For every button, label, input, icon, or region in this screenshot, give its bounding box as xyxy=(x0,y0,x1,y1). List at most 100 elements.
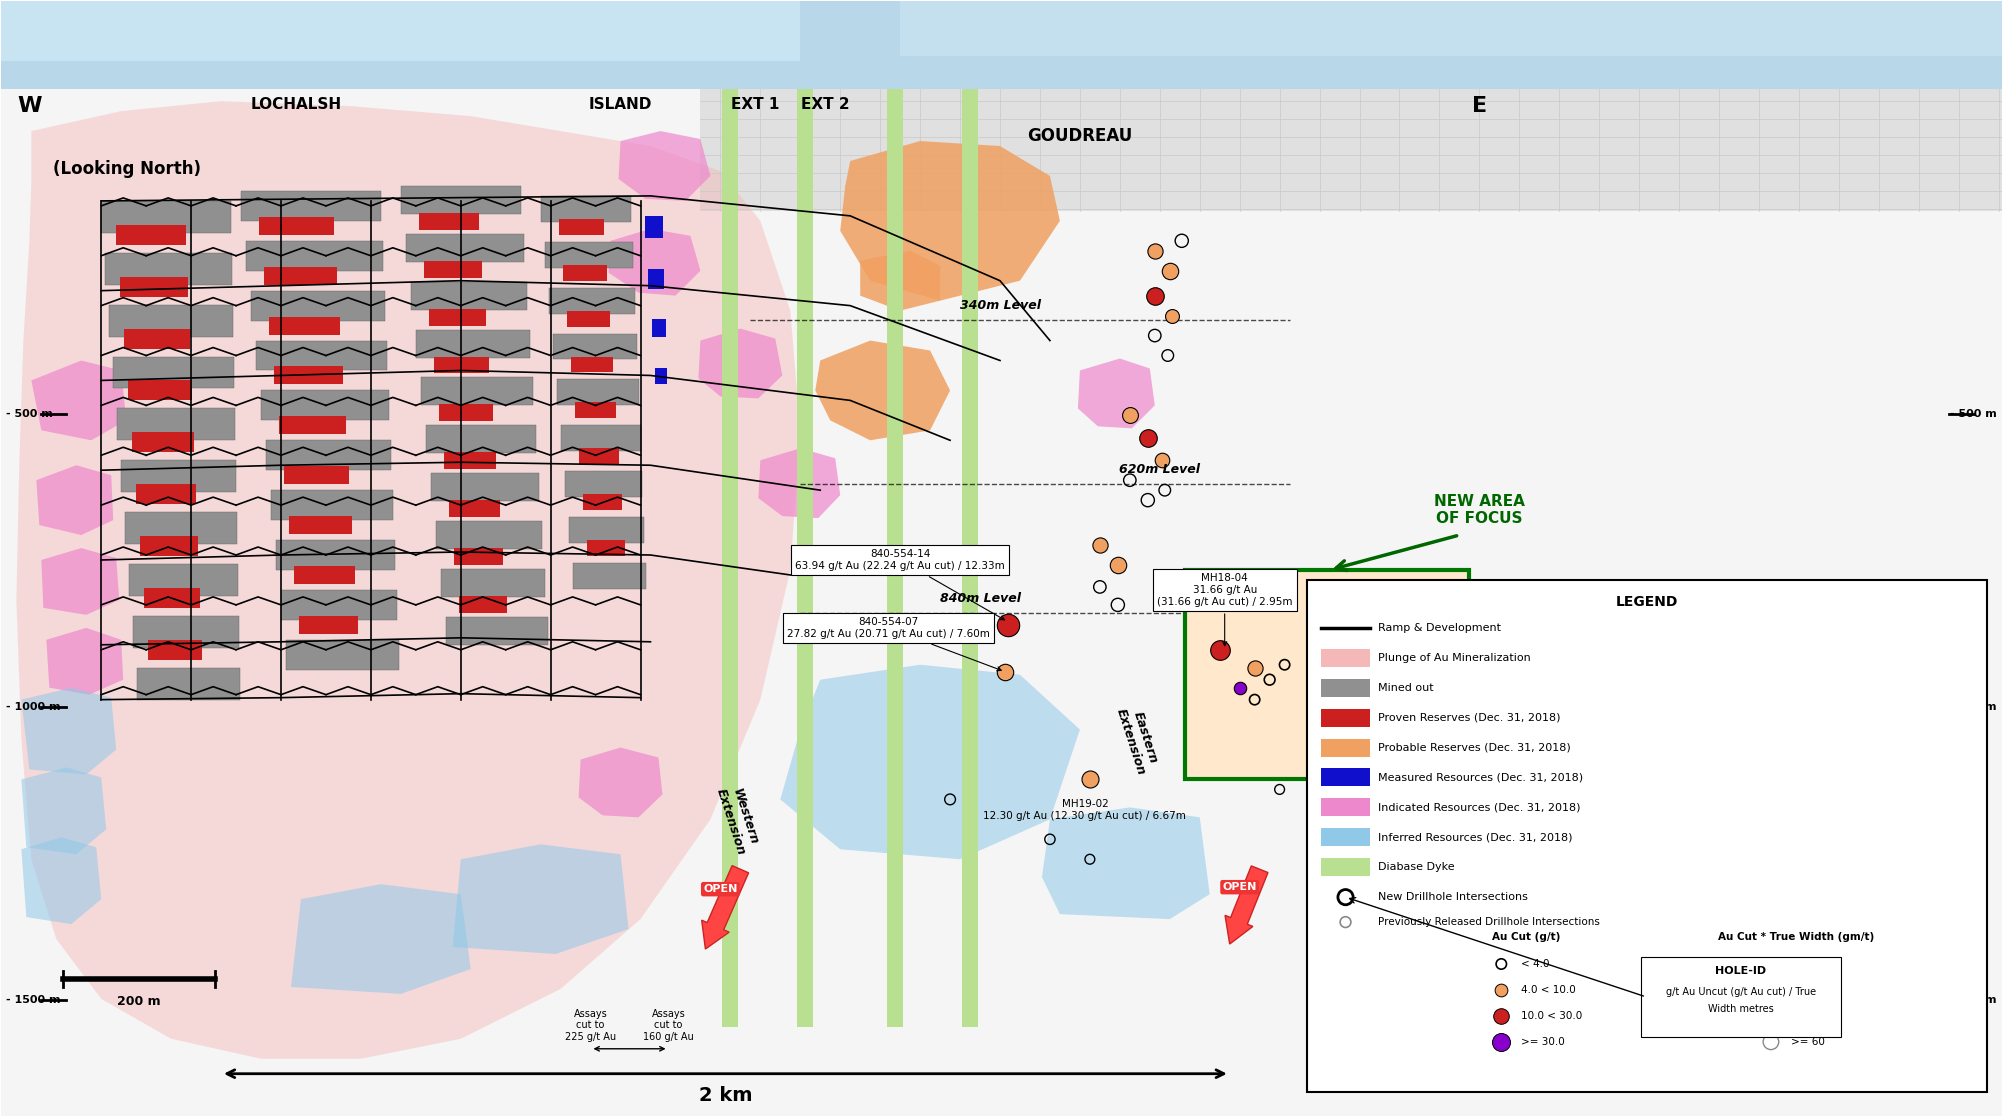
Bar xyxy=(587,540,625,556)
Polygon shape xyxy=(1042,808,1210,919)
Bar xyxy=(575,402,615,419)
Bar xyxy=(429,308,485,325)
Bar xyxy=(723,89,739,1027)
Bar xyxy=(545,241,633,268)
Text: 840m Level: 840m Level xyxy=(939,592,1022,605)
Point xyxy=(1330,914,1362,932)
Point xyxy=(1150,481,1182,499)
Bar xyxy=(573,563,647,589)
Text: Assays
cut to
225 g/t Au: Assays cut to 225 g/t Au xyxy=(565,1009,617,1042)
Point xyxy=(1486,1006,1518,1024)
Bar xyxy=(278,417,347,435)
Text: Eastern
Extension: Eastern Extension xyxy=(1114,703,1162,776)
Point xyxy=(1330,888,1362,906)
Bar xyxy=(1320,829,1370,847)
Point xyxy=(1140,287,1172,305)
Text: OPEN: OPEN xyxy=(703,885,737,895)
Text: Au Cut * True Width (gm/t): Au Cut * True Width (gm/t) xyxy=(1719,932,1875,942)
Point xyxy=(1074,850,1106,868)
Text: 8 < 20: 8 < 20 xyxy=(1791,985,1827,995)
Bar xyxy=(136,484,196,504)
Text: EXT 1: EXT 1 xyxy=(731,97,779,112)
FancyArrow shape xyxy=(701,866,749,949)
Text: - 1000 m: - 1000 m xyxy=(6,703,60,713)
Bar xyxy=(266,440,391,470)
Bar xyxy=(1306,580,1987,1091)
Bar xyxy=(128,381,192,400)
Bar xyxy=(276,540,395,570)
Polygon shape xyxy=(453,844,629,954)
Point xyxy=(1146,451,1178,469)
Bar xyxy=(1320,679,1370,697)
Point xyxy=(1486,981,1518,999)
Bar xyxy=(274,366,343,384)
Bar xyxy=(1320,858,1370,876)
Text: 340m Level: 340m Level xyxy=(959,299,1040,313)
Text: W: W xyxy=(18,96,42,116)
Polygon shape xyxy=(1338,665,1528,800)
Bar xyxy=(124,328,190,349)
Point xyxy=(1140,326,1172,344)
Bar xyxy=(120,277,188,297)
Text: E: E xyxy=(1472,96,1486,116)
Text: Au Cut (g/t): Au Cut (g/t) xyxy=(1492,932,1560,942)
Bar xyxy=(401,185,521,213)
Bar xyxy=(1640,957,1841,1037)
Text: (Looking North): (Looking North) xyxy=(54,160,202,178)
Text: MH17-07
16.61 g/t Au (14.48 g/t Au cut) / 7.27m: MH17-07 16.61 g/t Au (14.48 g/t Au cut) … xyxy=(1478,879,1681,900)
Text: Main
Extension: Main Extension xyxy=(1316,832,1364,907)
Bar xyxy=(419,213,479,230)
Bar xyxy=(256,341,387,371)
FancyArrow shape xyxy=(1725,776,1767,849)
Text: OPEN: OPEN xyxy=(1222,882,1256,892)
Polygon shape xyxy=(22,767,106,855)
Bar xyxy=(447,617,547,645)
Text: ISLAND: ISLAND xyxy=(589,97,653,112)
Bar xyxy=(286,640,399,670)
Text: 20 < 60: 20 < 60 xyxy=(1791,1011,1833,1021)
Polygon shape xyxy=(16,102,801,1059)
Bar xyxy=(797,89,813,1027)
Bar xyxy=(288,516,353,534)
Bar xyxy=(260,391,389,420)
Text: LOCHALSH: LOCHALSH xyxy=(250,97,343,112)
Text: Width metres: Width metres xyxy=(1709,1004,1775,1014)
Bar xyxy=(411,281,527,309)
Point xyxy=(1755,981,1787,999)
Point xyxy=(1268,656,1300,674)
Point xyxy=(1364,649,1396,667)
Polygon shape xyxy=(2,89,2001,126)
Bar xyxy=(240,191,381,221)
Bar xyxy=(541,195,631,222)
Text: < 8: < 8 xyxy=(1791,960,1809,968)
Point xyxy=(1084,577,1116,595)
Bar xyxy=(144,588,200,608)
Point xyxy=(1166,232,1198,250)
Polygon shape xyxy=(2,1,801,61)
Point xyxy=(1132,491,1164,509)
Text: 4.0 < 10.0: 4.0 < 10.0 xyxy=(1520,985,1576,995)
Bar xyxy=(961,89,977,1027)
Bar xyxy=(1320,738,1370,756)
Bar xyxy=(130,564,238,595)
Polygon shape xyxy=(22,838,102,924)
Bar xyxy=(268,316,341,335)
Text: Proven Reserves (Dec. 31, 2018): Proven Reserves (Dec. 31, 2018) xyxy=(1378,713,1560,723)
Text: GOUDREAU: GOUDREAU xyxy=(1028,127,1132,145)
Bar xyxy=(561,426,641,451)
Polygon shape xyxy=(701,89,2001,211)
Text: < 4.0: < 4.0 xyxy=(1520,960,1550,968)
Bar xyxy=(421,378,533,405)
Bar xyxy=(439,404,493,421)
Point xyxy=(989,662,1022,680)
Text: Probable Reserves (Dec. 31, 2018): Probable Reserves (Dec. 31, 2018) xyxy=(1378,743,1570,753)
Polygon shape xyxy=(36,466,114,535)
Bar xyxy=(284,466,349,484)
Bar xyxy=(565,471,643,497)
Text: NEW AREA
OF FOCUS: NEW AREA OF FOCUS xyxy=(1434,494,1524,526)
Text: New Drillhole Intersections: New Drillhole Intersections xyxy=(1378,892,1528,903)
Bar xyxy=(449,500,499,517)
Text: Indicated Resources (Dec. 31, 2018): Indicated Resources (Dec. 31, 2018) xyxy=(1378,802,1580,812)
Bar xyxy=(431,474,539,502)
Bar xyxy=(134,615,238,648)
